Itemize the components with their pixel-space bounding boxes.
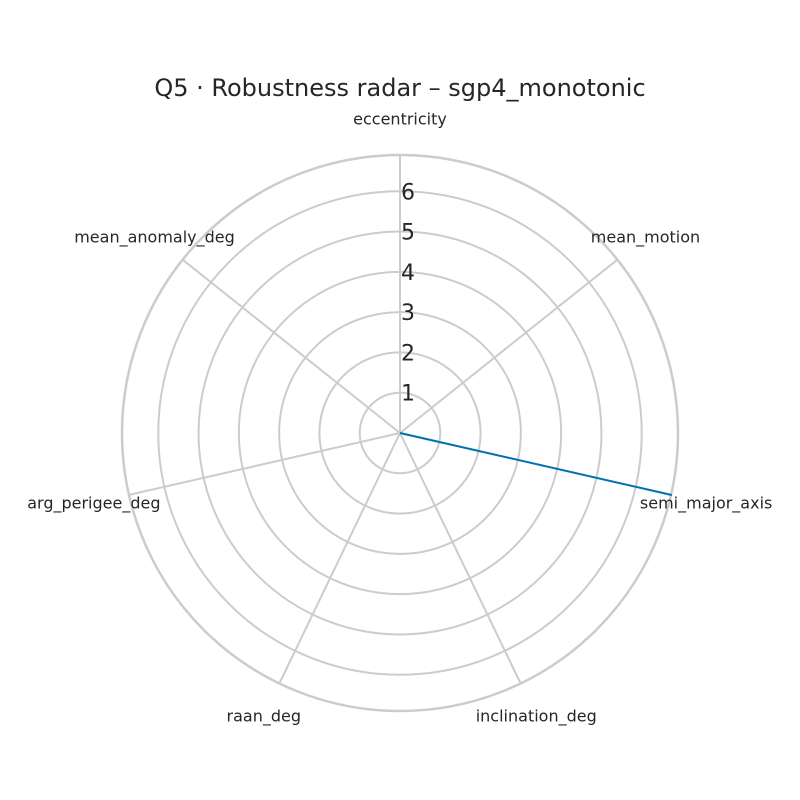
r-tick-label-6: 6 [401,180,415,205]
radial-tick-labels: 1 2 3 4 5 6 [401,180,415,406]
axis-labels: eccentricity mean_motion semi_major_axisin… [27,110,772,727]
series-line-0 [399,432,673,496]
chart-title: Q5 · Robustness radar – sgp4_monotonic [154,74,645,102]
r-tick-label-3: 3 [401,301,415,326]
axis-label-mean-anomaly-deg: mean_anomaly_deg [74,228,235,248]
spoke-arg-perigee-deg [128,432,401,496]
spoke-raan-deg [278,432,401,684]
r-tick-label-4: 4 [401,261,415,286]
axis-label-eccentricity: eccentricity [353,110,447,129]
r-tick-label-2: 2 [401,341,415,366]
axis-label-semi-major-axis: semi_major_axis [640,493,772,513]
radar-grid [120,153,680,713]
spoke-mean-anomaly-deg [182,258,401,434]
axis-label-mean-motion: mean_motion [591,228,700,248]
axis-label-raan-deg: raan_deg [227,706,301,726]
spoke-inclination-deg [399,432,522,684]
radar-series [399,432,673,496]
axis-label-inclination-deg: inclination_deg [476,706,597,726]
r-tick-label-5: 5 [401,221,415,246]
axis-label-arg-perigee-deg: arg_perigee_deg [27,493,160,513]
spoke-mean-motion [399,258,618,434]
r-tick-label-1: 1 [401,382,415,407]
